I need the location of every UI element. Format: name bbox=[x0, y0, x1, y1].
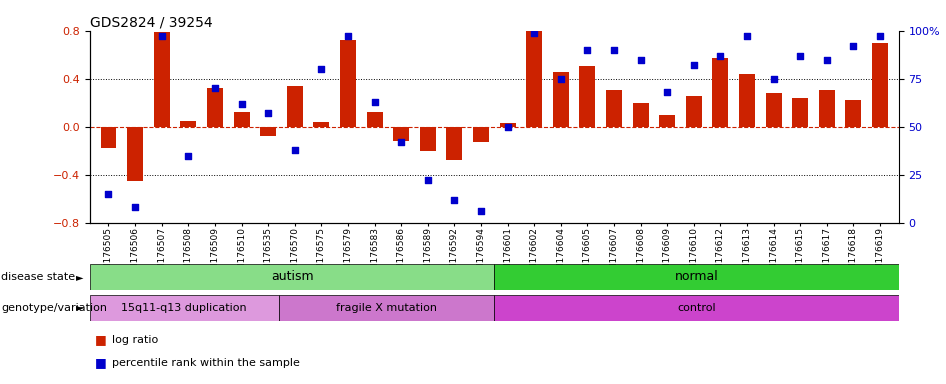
Text: autism: autism bbox=[271, 270, 313, 283]
Bar bbox=[712, 58, 728, 127]
Bar bbox=[473, 127, 489, 142]
Point bbox=[234, 101, 249, 107]
Bar bbox=[526, 28, 542, 127]
Point bbox=[527, 30, 542, 36]
Point bbox=[819, 56, 834, 63]
Point bbox=[181, 152, 196, 159]
Bar bbox=[181, 121, 197, 127]
Text: ■: ■ bbox=[95, 333, 106, 346]
Point bbox=[447, 197, 462, 203]
Text: 15q11-q13 duplication: 15q11-q13 duplication bbox=[121, 303, 247, 313]
Point bbox=[659, 89, 674, 95]
Text: disease state: disease state bbox=[1, 272, 75, 282]
Point bbox=[872, 33, 887, 40]
Text: fragile X mutation: fragile X mutation bbox=[336, 303, 437, 313]
Bar bbox=[499, 123, 516, 127]
Point bbox=[846, 43, 861, 49]
Point bbox=[606, 47, 622, 53]
Point bbox=[128, 204, 143, 210]
Bar bbox=[340, 40, 356, 127]
Text: ►: ► bbox=[76, 272, 83, 282]
Bar bbox=[100, 127, 116, 148]
Bar bbox=[420, 127, 436, 151]
Bar bbox=[872, 43, 888, 127]
Bar bbox=[153, 32, 169, 127]
Point bbox=[580, 47, 595, 53]
Bar bbox=[739, 74, 755, 127]
Text: genotype/variation: genotype/variation bbox=[1, 303, 107, 313]
Text: ■: ■ bbox=[95, 356, 106, 369]
Bar bbox=[633, 103, 649, 127]
Bar bbox=[494, 295, 899, 321]
Point bbox=[394, 139, 409, 145]
Text: GDS2824 / 39254: GDS2824 / 39254 bbox=[90, 16, 213, 30]
Bar bbox=[579, 66, 595, 127]
Bar bbox=[278, 295, 494, 321]
Bar bbox=[447, 127, 463, 161]
Bar bbox=[494, 264, 899, 290]
Point bbox=[367, 99, 382, 105]
Bar bbox=[260, 127, 276, 136]
Text: percentile rank within the sample: percentile rank within the sample bbox=[112, 358, 300, 368]
Text: ►: ► bbox=[76, 303, 83, 313]
Bar bbox=[792, 98, 808, 127]
Bar bbox=[765, 93, 781, 127]
Point bbox=[207, 85, 222, 91]
Bar bbox=[846, 100, 862, 127]
Point bbox=[766, 76, 781, 82]
Bar bbox=[207, 88, 223, 127]
Point bbox=[260, 110, 275, 116]
Point bbox=[740, 33, 755, 40]
Bar bbox=[127, 127, 143, 181]
Point bbox=[793, 53, 808, 59]
Point bbox=[341, 33, 356, 40]
Point bbox=[420, 177, 435, 184]
Point bbox=[686, 62, 701, 68]
Point bbox=[101, 191, 116, 197]
Bar bbox=[313, 122, 329, 127]
Bar bbox=[819, 89, 834, 127]
Bar bbox=[90, 295, 278, 321]
Bar bbox=[686, 96, 702, 127]
Bar bbox=[366, 113, 382, 127]
Text: log ratio: log ratio bbox=[112, 335, 158, 345]
Text: normal: normal bbox=[674, 270, 718, 283]
Bar bbox=[659, 115, 675, 127]
Point bbox=[288, 147, 303, 153]
Bar bbox=[234, 113, 250, 127]
Bar bbox=[287, 86, 303, 127]
Point bbox=[154, 33, 169, 40]
Bar bbox=[606, 89, 622, 127]
Point bbox=[553, 76, 569, 82]
Text: control: control bbox=[677, 303, 716, 313]
Bar bbox=[552, 71, 569, 127]
Point bbox=[473, 208, 488, 214]
Point bbox=[314, 66, 329, 72]
Point bbox=[713, 53, 728, 59]
Bar bbox=[90, 264, 494, 290]
Point bbox=[633, 56, 648, 63]
Bar bbox=[394, 127, 409, 141]
Point bbox=[500, 124, 516, 130]
